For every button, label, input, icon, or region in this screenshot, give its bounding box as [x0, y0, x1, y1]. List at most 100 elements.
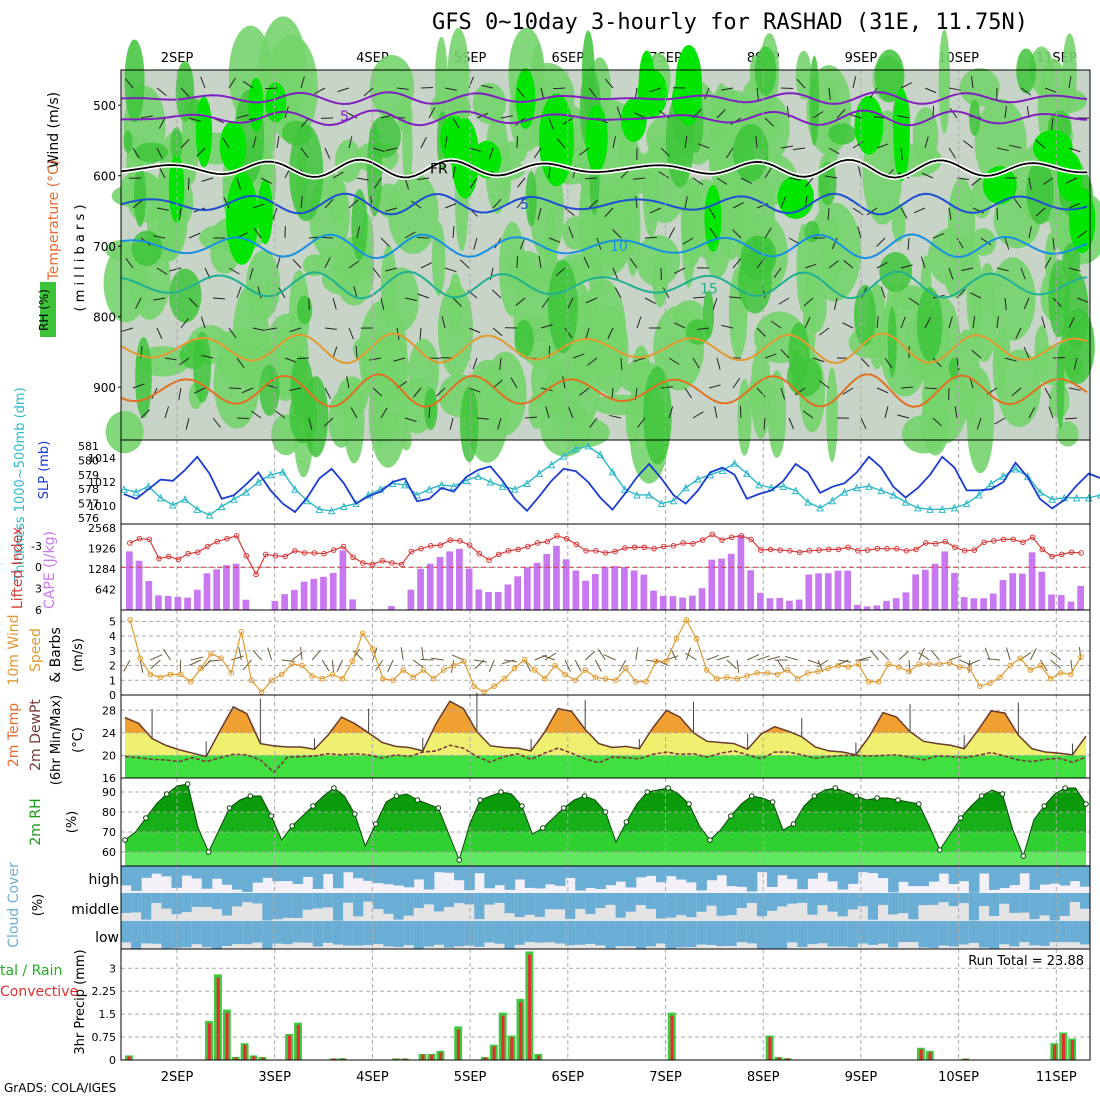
wind10m-point — [734, 676, 740, 682]
wind-barb — [363, 87, 374, 97]
li-point — [369, 561, 376, 568]
wind10m-point — [1047, 676, 1054, 682]
wind-barb — [644, 297, 656, 304]
wind-barb — [996, 316, 999, 329]
thickness-point — [645, 490, 653, 499]
cloud-cell — [898, 921, 909, 943]
wind-barb — [314, 87, 326, 95]
rh2m-point — [122, 837, 128, 843]
cloud-cell — [211, 866, 223, 879]
wind10m-barb — [238, 647, 242, 661]
wind10m-point — [400, 667, 406, 673]
wind10m-point — [319, 676, 326, 682]
cloud-clear-cell — [635, 893, 647, 921]
precip-convective-bar — [332, 1058, 336, 1060]
wind-barb — [684, 387, 692, 399]
wind-barb — [828, 147, 840, 155]
wind10m-barb — [635, 647, 639, 661]
rh-region-saturated — [638, 50, 655, 117]
wind10m-barb — [387, 659, 394, 673]
rh-region — [175, 61, 195, 122]
cape-bar — [630, 570, 638, 610]
wind-barb — [236, 114, 249, 119]
wind-barb — [948, 147, 956, 159]
wind10m-point — [703, 667, 710, 673]
wind-barb — [468, 327, 481, 334]
wind-barb — [1076, 230, 1087, 239]
wind-barb — [897, 115, 910, 119]
cape-bar — [640, 574, 648, 610]
wind-barb — [620, 357, 623, 371]
wind10m-point — [835, 662, 841, 669]
wind-barb — [332, 171, 344, 179]
cloud-cell — [605, 893, 617, 905]
wind-barb — [468, 147, 481, 152]
wind-barb — [588, 87, 597, 98]
wind-barb — [836, 108, 846, 119]
wind-barb — [180, 318, 189, 329]
cape-bar — [659, 595, 667, 610]
cloud-cell — [847, 893, 859, 910]
cloud-cell — [817, 921, 829, 944]
wind-barb — [156, 87, 167, 96]
precip-convective-bar — [768, 1037, 772, 1060]
rh-region — [854, 284, 877, 347]
wind-barb — [324, 387, 332, 399]
wind10m-barb — [421, 647, 424, 661]
wind-barb — [300, 76, 305, 89]
cape-tick: 1926 — [88, 543, 116, 556]
cloud-cell — [373, 921, 384, 945]
cape-bar — [281, 594, 289, 610]
wind-barb — [900, 264, 913, 269]
wind-barb — [524, 416, 538, 419]
li-point — [350, 554, 356, 561]
rh-region — [135, 336, 152, 419]
contour-label: 10 — [610, 239, 628, 255]
wind-barb — [692, 357, 700, 369]
wind-barb — [264, 87, 278, 90]
cloud-clear-cell — [878, 893, 889, 921]
thickness-point — [278, 467, 287, 476]
cloud-cell — [787, 866, 798, 880]
wind-barb — [729, 296, 742, 299]
wind-barb — [633, 177, 646, 180]
thickness-point — [669, 496, 678, 505]
cloud-cell — [575, 893, 586, 909]
cloud-cell — [918, 866, 929, 887]
slp-tick: 1010 — [88, 500, 116, 513]
li-point — [923, 540, 929, 546]
li-point — [612, 548, 619, 555]
run-total-label: Run Total = 23.88 — [968, 954, 1084, 969]
cloud-cell — [252, 893, 263, 904]
thickness-point — [266, 470, 275, 479]
cloud-cell — [645, 893, 657, 909]
isotherm-contour — [120, 91, 1088, 106]
thickness-point — [193, 505, 202, 513]
wind-barb — [876, 387, 889, 394]
cape-bar — [689, 595, 696, 610]
cloud-cell — [242, 866, 253, 892]
axis-label-total-rain: tal / Rain — [0, 963, 62, 979]
wind10m-barb — [594, 659, 602, 672]
rh2m-point — [1062, 785, 1068, 791]
wind-barb — [348, 260, 360, 269]
wind-barb — [380, 407, 388, 419]
li-point — [525, 543, 531, 550]
cloud-clear-cell — [605, 893, 617, 921]
cloud-cell — [625, 893, 637, 912]
wind-barb — [842, 322, 854, 329]
wind10m-barb — [785, 655, 798, 661]
rh2m-point — [393, 793, 400, 799]
wind-barb — [644, 236, 658, 239]
wind-barb — [404, 177, 410, 190]
wind-barb — [324, 256, 331, 269]
wind10m-tick: 2 — [109, 660, 116, 673]
cloud-cell — [534, 866, 546, 889]
cape-bar — [776, 597, 784, 610]
cloud-cell — [968, 893, 980, 921]
rh-region — [737, 379, 752, 456]
axis-label-thickness: Thickness 1000~500mb (dm) — [13, 387, 28, 581]
cape-bar — [854, 604, 861, 610]
cloud-cell — [978, 866, 990, 874]
precip-convective-bar — [252, 1056, 256, 1060]
